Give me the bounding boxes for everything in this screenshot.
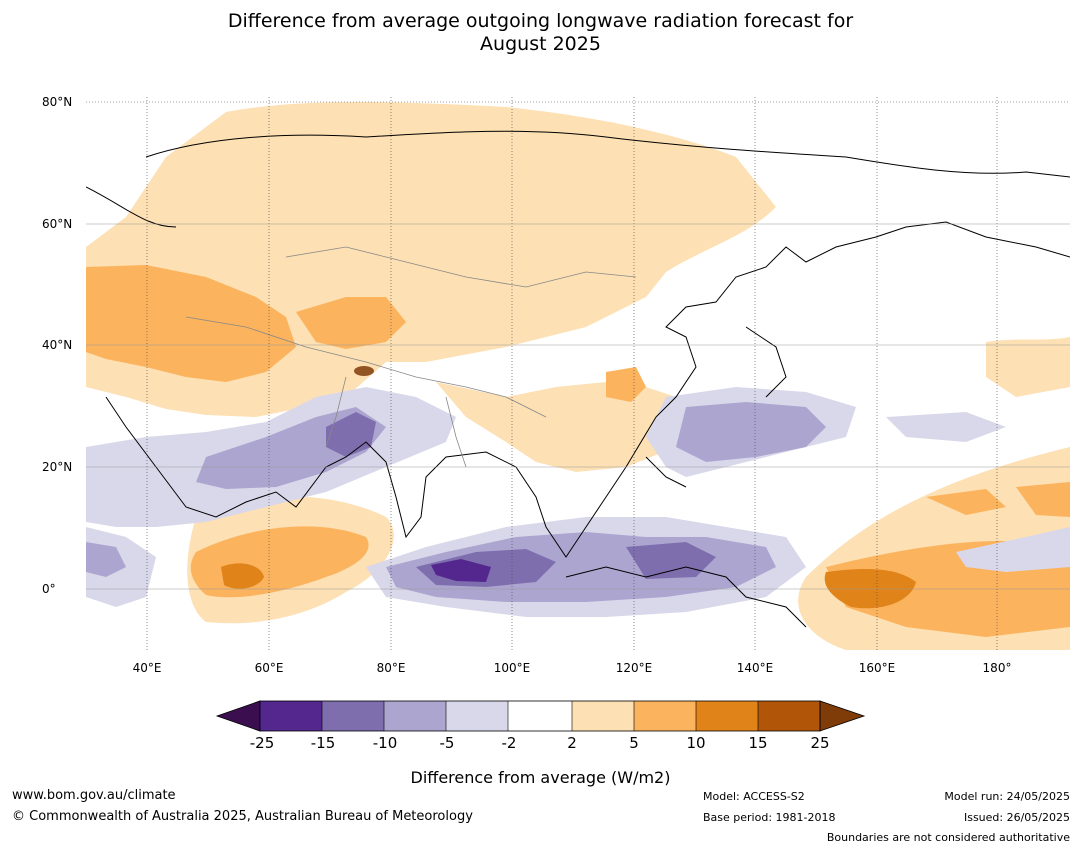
lon-label-40e: 40°E xyxy=(132,661,162,675)
colorbar-tick: 5 xyxy=(629,734,639,752)
lon-label-160e: 160°E xyxy=(858,661,896,675)
footer-model: Model: ACCESS-S2 xyxy=(703,790,805,803)
footer-issued: Issued: 26/05/2025 xyxy=(963,811,1070,824)
footer-base-period: Base period: 1981-2018 xyxy=(703,811,836,824)
colorbar-tick: 15 xyxy=(748,734,768,752)
colorbar-tick: -25 xyxy=(249,734,275,752)
colorbar-tick: -10 xyxy=(372,734,398,752)
colorbar-bin-5 xyxy=(508,701,572,731)
lon-label-180: 180° xyxy=(982,661,1012,675)
hotspot-marker xyxy=(354,366,374,376)
colorbar-bin-1 xyxy=(260,701,322,731)
footer-url[interactable]: www.bom.gov.au/climate xyxy=(12,788,176,803)
colorbar-tick: -2 xyxy=(501,734,517,752)
colorbar-bin-7 xyxy=(634,701,696,731)
map-panel xyxy=(86,97,1070,650)
title-line-2: August 2025 xyxy=(480,33,601,55)
country-boundaries xyxy=(185,246,637,468)
anomaly-map xyxy=(86,97,1070,650)
colorbar-dividers xyxy=(321,701,759,731)
lat-label-0: 0° xyxy=(42,582,56,596)
colorbar-tick: 2 xyxy=(567,734,577,752)
colorbar-bin-2 xyxy=(322,701,384,731)
map-title: Difference from average outgoing longwav… xyxy=(0,10,1081,56)
colorbar-bin-4 xyxy=(446,701,508,731)
coastlines xyxy=(86,130,1070,628)
colorbar-max-extend xyxy=(819,700,866,732)
latitude-lines xyxy=(86,223,1070,590)
positive-anomaly-high xyxy=(221,563,916,609)
lat-label-20n: 20°N xyxy=(42,460,73,474)
colorbar-title: Difference from average (W/m2) xyxy=(410,768,671,787)
negative-anomaly-extreme xyxy=(431,559,491,582)
footer-copyright: © Commonwealth of Australia 2025, Austra… xyxy=(12,809,473,824)
lat-label-40n: 40°N xyxy=(42,338,73,352)
footer-model-run: Model run: 24/05/2025 xyxy=(944,790,1070,803)
colorbar-bin-3 xyxy=(384,701,446,731)
colorbar-bin-6 xyxy=(572,701,634,731)
lon-label-100e: 100°E xyxy=(493,661,531,675)
colorbar-tick: 10 xyxy=(686,734,706,752)
footer-disclaimer: Boundaries are not considered authoritat… xyxy=(826,831,1070,844)
colorbar-tick: 25 xyxy=(810,734,830,752)
lon-label-140e: 140°E xyxy=(736,661,774,675)
colorbar-bin-8 xyxy=(696,701,758,731)
colorbar-min-extend xyxy=(215,700,261,732)
lon-label-80e: 80°E xyxy=(376,661,406,675)
lat-label-60n: 60°N xyxy=(42,217,73,231)
graticule xyxy=(86,97,1070,650)
colorbar-bin-9 xyxy=(758,701,820,731)
lat-label-80n: 80°N xyxy=(42,95,73,109)
lon-label-120e: 120°E xyxy=(615,661,653,675)
colorbar-outline xyxy=(259,700,821,732)
colorbar-tick: -5 xyxy=(439,734,455,752)
colorbar-tick: -15 xyxy=(310,734,336,752)
title-line-1: Difference from average outgoing longwav… xyxy=(227,10,854,32)
lon-label-60e: 60°E xyxy=(254,661,284,675)
